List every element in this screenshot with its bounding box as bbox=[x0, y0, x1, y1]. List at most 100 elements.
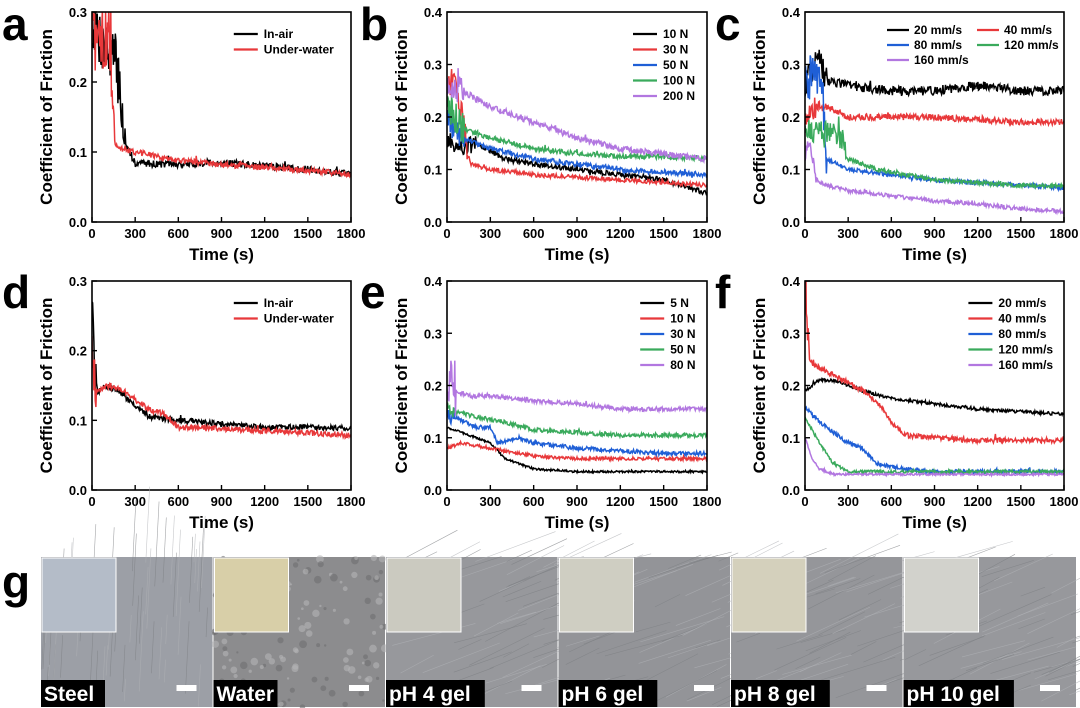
legend-label-b-5: 200 N bbox=[663, 89, 695, 103]
surface-scratch bbox=[1017, 593, 1078, 617]
legend-label-c-4: 120 mm/s bbox=[1004, 38, 1059, 52]
surface-scratch bbox=[969, 642, 1030, 675]
surface-scratch bbox=[667, 641, 717, 659]
x-axis-title-c: Time (s) bbox=[902, 245, 967, 264]
surface-texture bbox=[301, 607, 304, 611]
surface-scratch bbox=[1001, 637, 1080, 660]
series-line-b-3 bbox=[447, 105, 707, 180]
surface-texture bbox=[299, 640, 307, 649]
x-tick-label-f-1: 300 bbox=[837, 494, 859, 509]
x-tick-label-a-0: 0 bbox=[88, 226, 95, 241]
surface-scratch bbox=[175, 529, 181, 616]
surface-scratch bbox=[801, 547, 827, 558]
x-tick-label-a-3: 900 bbox=[211, 226, 233, 241]
legend-label-a-1: In-air bbox=[264, 27, 294, 41]
surface-scratch bbox=[1007, 673, 1078, 694]
legend-label-b-1: 10 N bbox=[663, 27, 688, 41]
surface-scratch bbox=[796, 606, 871, 642]
surface-texture bbox=[313, 575, 322, 584]
series-line-d-2 bbox=[92, 336, 351, 440]
x-tick-label-b-1: 300 bbox=[479, 226, 501, 241]
x-tick-label-e-3: 900 bbox=[566, 494, 588, 509]
sample-swatch bbox=[386, 557, 462, 633]
x-tick-label-b-6: 1800 bbox=[693, 226, 722, 241]
surface-scratch bbox=[596, 630, 667, 655]
surface-texture bbox=[358, 690, 365, 697]
surface-texture bbox=[233, 673, 238, 679]
surface-scratch bbox=[800, 629, 847, 643]
surface-texture bbox=[298, 625, 306, 633]
surface-scratch bbox=[198, 527, 204, 612]
surface-texture bbox=[296, 558, 300, 562]
y-axis-title-c: Coefficient of Friction bbox=[750, 29, 769, 205]
surface-scratch bbox=[689, 551, 732, 564]
legend-label-e-4: 50 N bbox=[670, 343, 695, 357]
surface-scratch bbox=[400, 654, 434, 674]
surface-scratch bbox=[695, 639, 721, 649]
surface-scratch bbox=[131, 499, 137, 572]
surface-texture bbox=[264, 653, 272, 661]
y-tick-label-a-0: 0.0 bbox=[69, 215, 87, 230]
surface-scratch bbox=[604, 635, 682, 657]
panel-letter-e: e bbox=[360, 266, 386, 318]
x-tick-label-c-0: 0 bbox=[801, 226, 808, 241]
series-line-e-5 bbox=[447, 360, 707, 416]
sample-caption: Steel bbox=[44, 683, 94, 706]
y-tick-label-e-3: 0.3 bbox=[424, 326, 442, 341]
sample-swatch bbox=[731, 557, 807, 633]
surface-scratch bbox=[1051, 577, 1080, 594]
surface-scratch bbox=[189, 536, 194, 603]
surface-texture bbox=[277, 637, 284, 644]
surface-texture bbox=[319, 604, 322, 608]
surface-scratch bbox=[824, 545, 901, 573]
x-tick-label-e-0: 0 bbox=[443, 494, 450, 509]
surface-texture bbox=[375, 676, 380, 680]
surface-scratch bbox=[774, 637, 847, 671]
surface-texture bbox=[363, 654, 368, 660]
caption-background bbox=[731, 680, 830, 707]
surface-texture bbox=[259, 665, 264, 670]
surface-scratch bbox=[706, 637, 730, 646]
surface-texture bbox=[364, 659, 371, 667]
surface-texture bbox=[339, 580, 343, 584]
surface-scratch bbox=[170, 515, 175, 585]
x-tick-label-e-1: 300 bbox=[479, 494, 501, 509]
surface-texture bbox=[369, 644, 377, 653]
y-tick-label-a-3: 0.3 bbox=[69, 5, 87, 20]
surface-scratch bbox=[511, 538, 568, 565]
legend-label-b-3: 50 N bbox=[663, 58, 688, 72]
surface-scratch bbox=[60, 635, 63, 678]
surface-texture bbox=[378, 592, 383, 597]
legend-label-f-3: 80 mm/s bbox=[998, 327, 1046, 341]
x-tick-label-b-4: 1200 bbox=[606, 226, 635, 241]
surface-texture bbox=[382, 699, 385, 702]
surface-scratch bbox=[634, 554, 712, 583]
surface-scratch bbox=[453, 651, 512, 673]
surface-scratch bbox=[506, 545, 565, 575]
surface-scratch bbox=[857, 630, 904, 647]
surface-scratch bbox=[638, 639, 712, 664]
surface-texture bbox=[378, 569, 384, 575]
surface-scratch bbox=[981, 560, 1034, 577]
legend-label-f-1: 20 mm/s bbox=[998, 296, 1046, 310]
sample-caption: pH 6 gel bbox=[562, 683, 644, 706]
sample-caption: Water bbox=[217, 683, 275, 706]
surface-scratch bbox=[949, 541, 1013, 560]
surface-scratch bbox=[805, 577, 856, 595]
surface-scratch bbox=[194, 548, 197, 583]
surface-scratch bbox=[1041, 680, 1080, 702]
y-axis-title-e: Coefficient of Friction bbox=[392, 298, 411, 474]
x-tick-label-c-4: 1200 bbox=[963, 226, 992, 241]
panel-letter-b: b bbox=[360, 0, 388, 50]
surface-scratch bbox=[795, 656, 821, 670]
surface-scratch bbox=[205, 607, 208, 638]
surface-texture bbox=[275, 664, 283, 672]
x-tick-label-d-1: 300 bbox=[124, 494, 146, 509]
scale-bar bbox=[866, 685, 887, 691]
x-tick-label-d-5: 1500 bbox=[293, 494, 322, 509]
x-tick-label-b-0: 0 bbox=[443, 226, 450, 241]
surface-scratch bbox=[752, 542, 783, 559]
legend-label-c-1: 20 mm/s bbox=[914, 23, 962, 37]
surface-scratch bbox=[197, 541, 201, 592]
surface-scratch bbox=[177, 596, 182, 655]
